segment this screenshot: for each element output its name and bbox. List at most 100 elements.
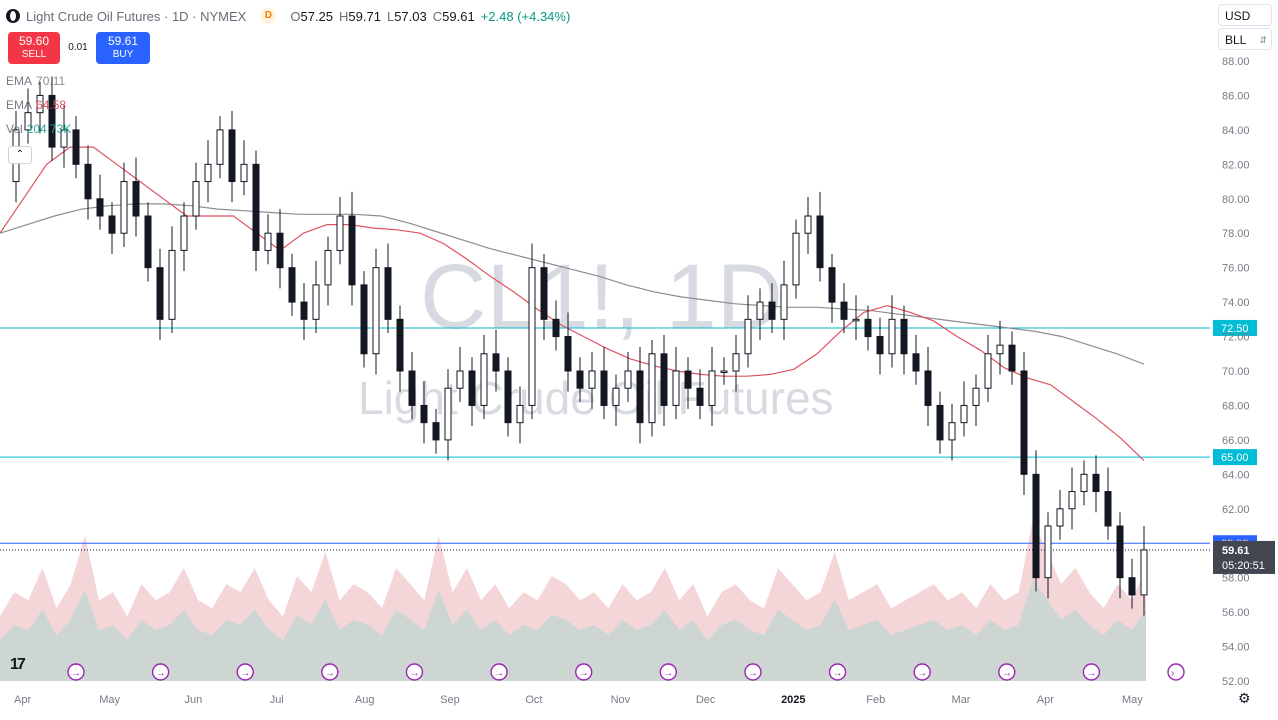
indicator-ema-slow[interactable]: EMA 70.11 [6, 74, 65, 88]
candle-body[interactable] [408, 370, 416, 406]
candle-body[interactable] [1044, 525, 1052, 579]
candle-body[interactable] [468, 370, 476, 406]
candle-body[interactable] [540, 267, 548, 320]
event-marker-icon[interactable] [236, 663, 254, 681]
candle-body[interactable] [732, 353, 740, 372]
candle-body[interactable] [24, 112, 32, 131]
candle-body[interactable] [756, 301, 764, 320]
candle-body[interactable] [792, 232, 800, 286]
event-marker-icon[interactable] [1167, 663, 1185, 681]
candle-body[interactable] [696, 387, 704, 406]
candle-body[interactable] [888, 318, 896, 355]
event-marker-icon[interactable] [574, 663, 593, 681]
indicator-ema-fast[interactable]: EMA 64.58 [6, 98, 66, 112]
candle-body[interactable] [60, 129, 68, 148]
candle-body[interactable] [780, 284, 788, 320]
candle-body[interactable] [1080, 473, 1088, 493]
event-marker-icon[interactable] [405, 663, 424, 681]
candle-body[interactable] [300, 301, 308, 320]
candle-body[interactable] [216, 129, 224, 165]
event-marker-icon[interactable] [1082, 663, 1101, 681]
candle-body[interactable] [516, 404, 524, 424]
candle-body[interactable] [168, 249, 176, 320]
delayed-data-badge[interactable]: D [260, 8, 277, 24]
candle-body[interactable] [276, 232, 284, 269]
candle-body[interactable] [768, 301, 776, 320]
candle-body[interactable] [312, 284, 320, 320]
candle-body[interactable] [840, 301, 848, 320]
candle-body[interactable] [1056, 508, 1064, 527]
candle-body[interactable] [924, 370, 932, 406]
candle-body[interactable] [816, 215, 824, 269]
candle-body[interactable] [1092, 473, 1100, 493]
candle-body[interactable] [1068, 491, 1076, 510]
event-marker-icon[interactable] [321, 663, 339, 681]
candle-body[interactable] [1140, 549, 1148, 596]
settings-gear-icon[interactable]: ⚙ [1238, 690, 1251, 706]
candle-body[interactable] [804, 215, 812, 234]
candle-body[interactable] [876, 336, 884, 355]
candle-body[interactable] [180, 215, 188, 251]
candle-body[interactable] [708, 370, 716, 406]
indicator-volume[interactable]: Vol 204.73K [6, 122, 71, 136]
event-marker-icon[interactable] [998, 663, 1016, 681]
candle-body[interactable] [84, 163, 92, 200]
candle-body[interactable] [384, 267, 392, 320]
unit-select[interactable]: BLL ⇵ [1218, 28, 1272, 50]
candle-body[interactable] [156, 267, 164, 320]
symbol-title[interactable]: Light Crude Oil Futures · 1D · NYMEX [26, 8, 247, 24]
candle-body[interactable] [492, 353, 500, 372]
sell-button[interactable]: 59.60 SELL [8, 32, 60, 64]
candle-body[interactable] [600, 370, 608, 406]
buy-button[interactable]: 59.61 BUY [96, 32, 150, 64]
candle-body[interactable] [336, 215, 344, 251]
candle-body[interactable] [144, 215, 152, 269]
candle-body[interactable] [936, 404, 944, 441]
candle-body[interactable] [672, 370, 680, 406]
candle-body[interactable] [456, 370, 464, 389]
candle-body[interactable] [528, 267, 536, 406]
candle-body[interactable] [1008, 344, 1016, 372]
candle-body[interactable] [864, 318, 872, 338]
event-marker-icon[interactable] [744, 663, 762, 681]
candle-body[interactable] [684, 370, 692, 389]
candle-body[interactable] [348, 215, 356, 286]
candle-body[interactable] [36, 94, 44, 114]
candle-body[interactable] [972, 387, 980, 406]
candle-body[interactable] [228, 129, 236, 183]
event-marker-icon[interactable] [67, 663, 85, 681]
candle-body[interactable] [264, 232, 272, 251]
currency-select[interactable]: USD [1218, 4, 1272, 26]
candle-body[interactable] [204, 163, 212, 183]
candle-body[interactable] [624, 370, 632, 389]
candle-body[interactable] [252, 163, 260, 251]
candle-body[interactable] [432, 422, 440, 441]
candle-body[interactable] [480, 353, 488, 406]
candle-body[interactable] [612, 387, 620, 406]
candle-body[interactable] [828, 267, 836, 303]
candle-body[interactable] [108, 215, 116, 234]
candle-body[interactable] [192, 181, 200, 217]
candle-body[interactable] [120, 181, 128, 234]
last-price-tag[interactable] [1213, 540, 1275, 574]
candle-body[interactable] [660, 353, 668, 406]
candle-body[interactable] [648, 353, 656, 424]
candle-body[interactable] [948, 422, 956, 441]
candle-body[interactable] [636, 370, 644, 424]
candle-body[interactable] [564, 336, 572, 372]
candle-body[interactable] [588, 370, 596, 389]
candle-body[interactable] [852, 318, 860, 322]
tradingview-logo-icon[interactable]: 17 [10, 656, 26, 673]
candle-body[interactable] [900, 318, 908, 355]
candle-body[interactable] [960, 404, 968, 424]
candle-body[interactable] [1116, 525, 1124, 579]
candle-body[interactable] [96, 198, 104, 217]
event-marker-icon[interactable] [659, 663, 678, 681]
candle-body[interactable] [1032, 473, 1040, 579]
candle-body[interactable] [720, 370, 728, 373]
candle-body[interactable] [576, 370, 584, 389]
event-marker-icon[interactable] [151, 663, 170, 681]
event-marker-icon[interactable] [490, 663, 508, 681]
candle-body[interactable] [1104, 491, 1112, 527]
